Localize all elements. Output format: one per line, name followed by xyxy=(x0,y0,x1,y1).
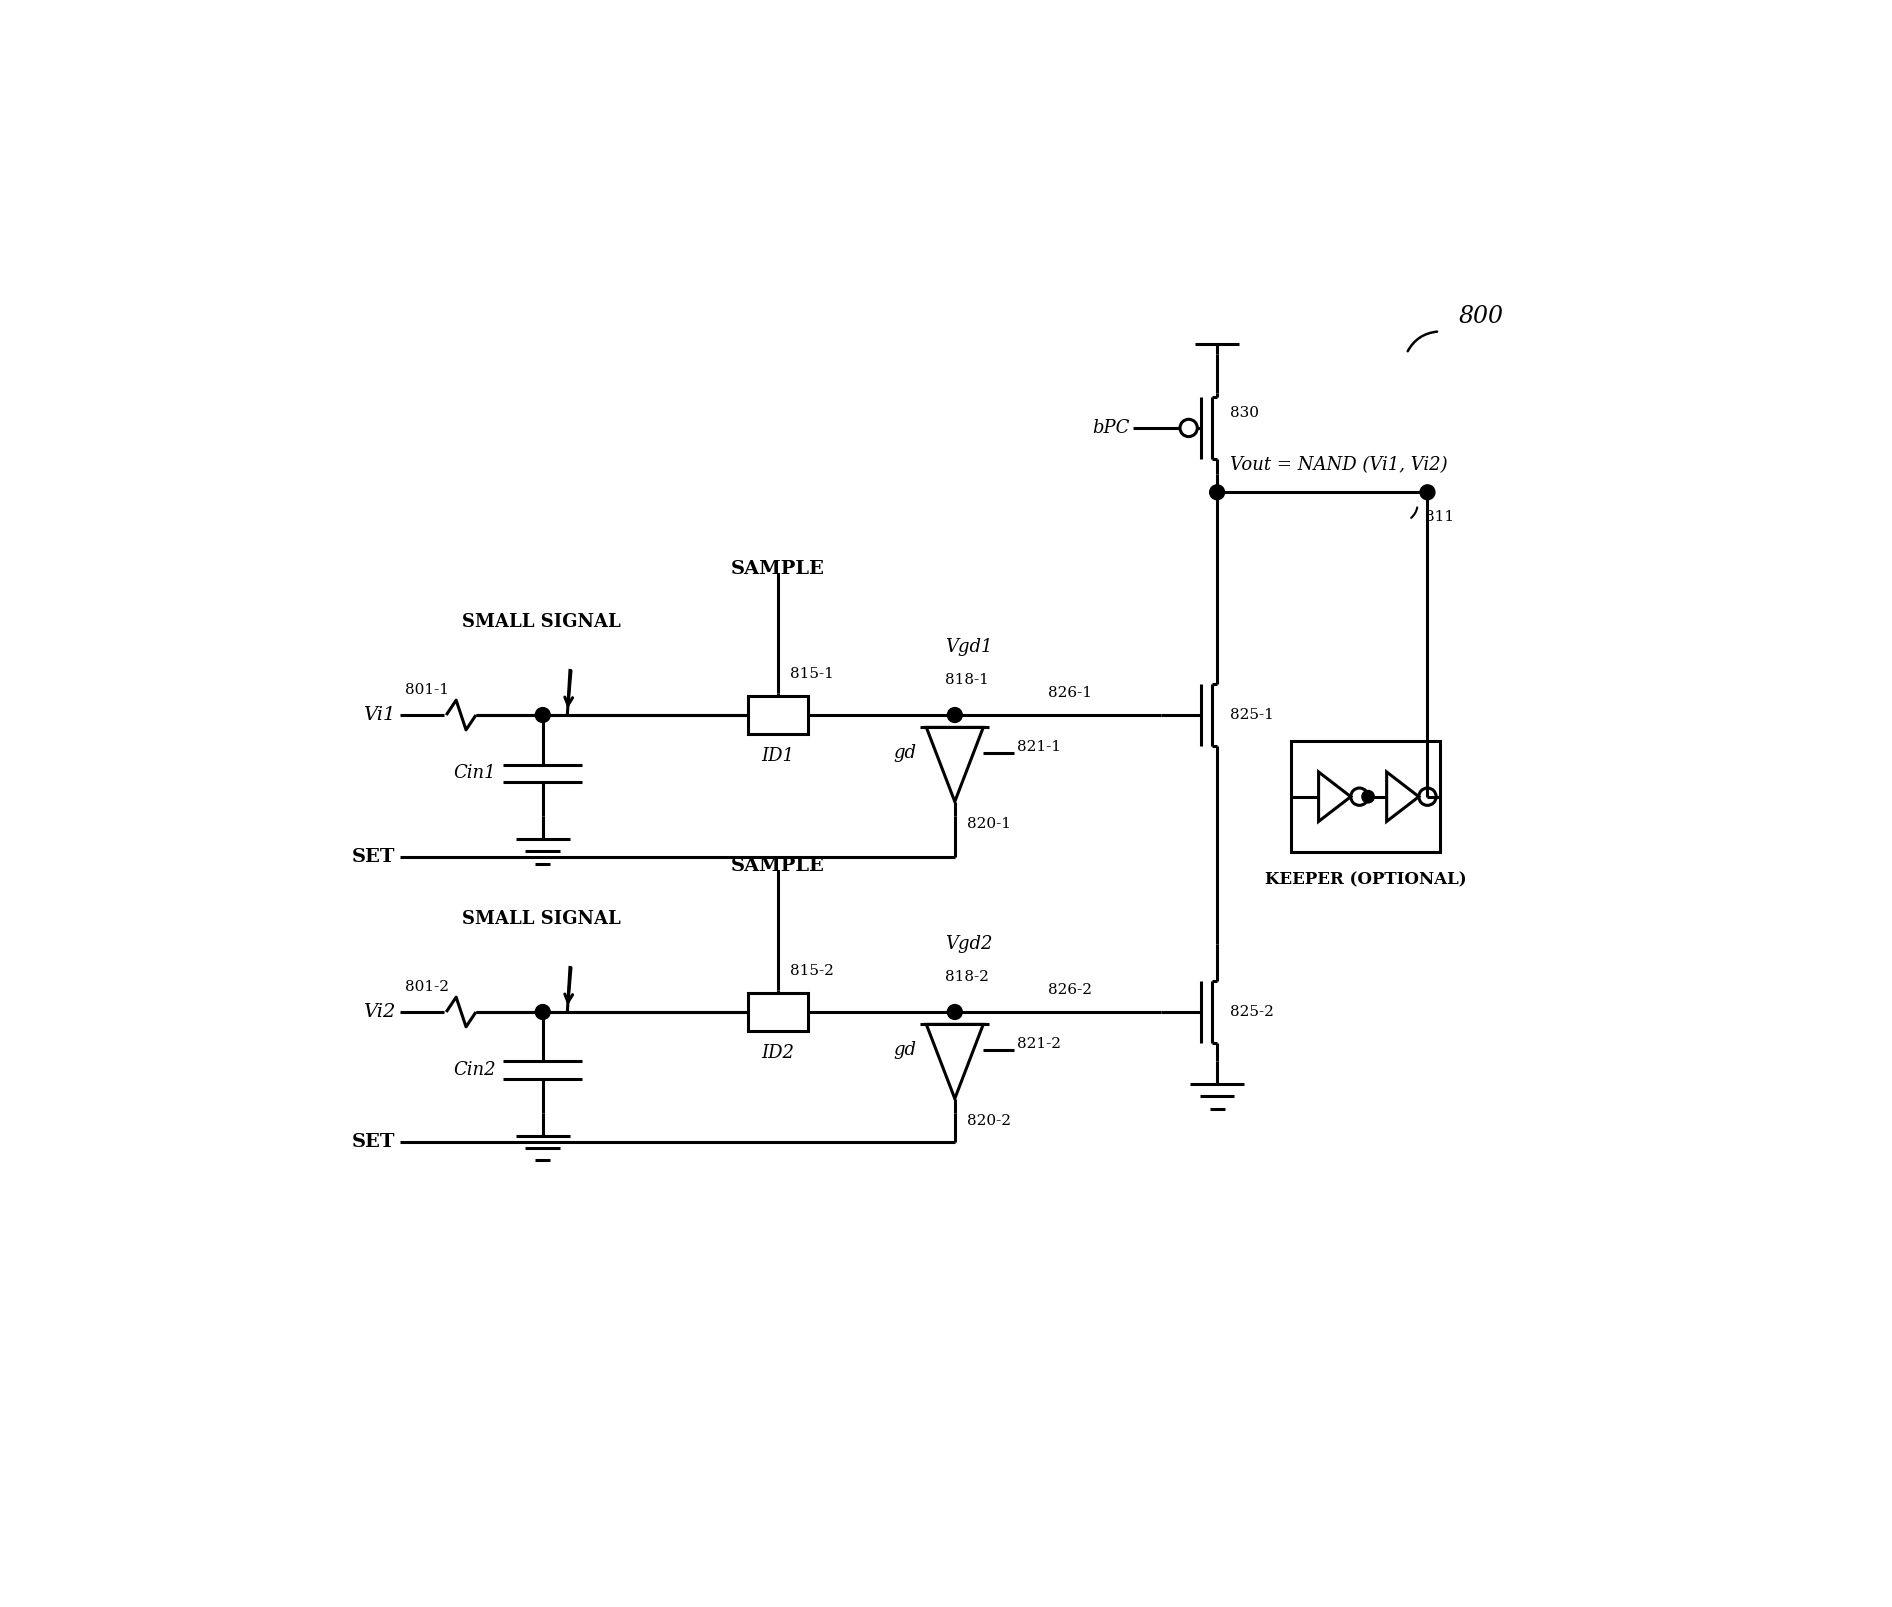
Text: Vi1: Vi1 xyxy=(363,705,395,725)
Text: 818-1: 818-1 xyxy=(944,673,990,688)
Text: SMALL SIGNAL: SMALL SIGNAL xyxy=(462,910,621,929)
Circle shape xyxy=(948,707,963,723)
Text: 825-1: 825-1 xyxy=(1230,709,1273,722)
Circle shape xyxy=(535,707,551,723)
Text: SET: SET xyxy=(352,848,395,866)
Text: 801-1: 801-1 xyxy=(405,683,450,697)
Bar xyxy=(1292,741,1440,852)
Text: gd: gd xyxy=(893,744,916,762)
Text: Cin2: Cin2 xyxy=(452,1061,496,1080)
Text: SAMPLE: SAMPLE xyxy=(730,857,825,874)
Circle shape xyxy=(1209,485,1224,500)
Text: 826-1: 826-1 xyxy=(1048,686,1092,699)
Text: 815-2: 815-2 xyxy=(791,964,834,979)
Text: Vgd1: Vgd1 xyxy=(944,638,993,656)
Text: ID2: ID2 xyxy=(761,1045,795,1062)
Text: 830: 830 xyxy=(1230,407,1258,419)
Text: 811: 811 xyxy=(1425,509,1455,524)
Text: SMALL SIGNAL: SMALL SIGNAL xyxy=(462,614,621,632)
Text: Vout = NAND (Vi1, Vi2): Vout = NAND (Vi1, Vi2) xyxy=(1230,456,1447,474)
Text: 801-2: 801-2 xyxy=(405,980,450,995)
Text: Vi2: Vi2 xyxy=(363,1003,395,1020)
Text: 821-2: 821-2 xyxy=(1016,1037,1061,1051)
Text: ID1: ID1 xyxy=(761,747,795,765)
Text: gd: gd xyxy=(893,1041,916,1059)
Text: SAMPLE: SAMPLE xyxy=(730,559,825,579)
Text: 800: 800 xyxy=(1459,305,1504,328)
Text: 820-2: 820-2 xyxy=(967,1114,1010,1128)
Text: KEEPER (OPTIONAL): KEEPER (OPTIONAL) xyxy=(1266,871,1466,889)
Text: Cin1: Cin1 xyxy=(452,765,496,783)
Text: 818-2: 818-2 xyxy=(944,971,990,985)
Circle shape xyxy=(1421,485,1434,500)
Circle shape xyxy=(1362,791,1374,804)
Text: 821-1: 821-1 xyxy=(1016,741,1061,754)
Circle shape xyxy=(948,1004,963,1019)
Text: 826-2: 826-2 xyxy=(1048,983,1092,996)
Bar xyxy=(747,696,808,733)
Text: 825-2: 825-2 xyxy=(1230,1004,1273,1019)
Circle shape xyxy=(535,1004,551,1019)
Bar xyxy=(747,993,808,1030)
Text: SET: SET xyxy=(352,1133,395,1151)
Text: bPC: bPC xyxy=(1092,419,1130,437)
Text: Vgd2: Vgd2 xyxy=(944,935,993,953)
Text: 815-1: 815-1 xyxy=(791,667,834,681)
Text: 820-1: 820-1 xyxy=(967,816,1010,831)
